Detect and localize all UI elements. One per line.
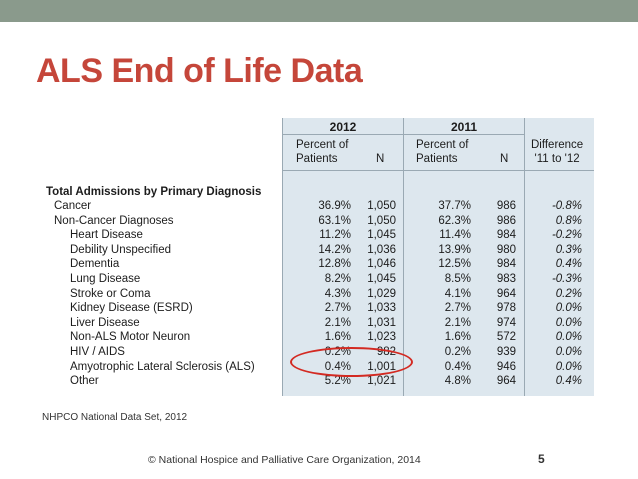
row-cell-p2011: 11.4%	[439, 229, 471, 242]
divider-2011-diff	[524, 118, 525, 396]
row-cell-n2011: 986	[496, 200, 516, 212]
header-n-2012: N	[376, 153, 385, 165]
row-cell-n2011: 986	[496, 214, 516, 227]
footer-copyright: © National Hospice and Palliative Care O…	[148, 454, 421, 466]
row-cell-p2011: 8.5%	[444, 273, 471, 285]
row-cell-n2011: 964	[496, 287, 516, 300]
row-label: Debility Unspecified	[70, 243, 171, 256]
row-cell-n2011: 984	[496, 258, 516, 271]
row-label: Liver Disease	[70, 316, 140, 329]
row-label: HIV / AIDS	[70, 346, 125, 358]
row-cell-diff: 0.0%	[555, 346, 582, 358]
row-cell-p2011: 62.3%	[438, 214, 471, 227]
row-cell-p2012: 63.1%	[318, 214, 351, 227]
row-cell-p2011: 0.4%	[444, 360, 471, 373]
row-cell-p2011: 0.2%	[444, 346, 471, 358]
row-cell-n2012: 1,045	[367, 229, 396, 242]
row-cell-diff: 0.3%	[555, 243, 582, 256]
row-cell-p2012: 11.2%	[319, 229, 351, 242]
row-cell-p2012: 12.8%	[318, 258, 351, 271]
row-cell-diff: 0.4%	[555, 258, 582, 271]
row-cell-n2011: 964	[496, 375, 516, 388]
row-cell-p2011: 12.5%	[438, 258, 471, 271]
slide-title: ALS End of Life Data	[36, 52, 363, 90]
row-cell-p2012: 8.2%	[324, 273, 351, 285]
row-cell-n2012: 1,036	[367, 243, 396, 256]
row-cell-diff: 0.4%	[555, 375, 582, 388]
header-difference: Difference '11 to '12	[531, 139, 584, 165]
divider-2012-2011	[403, 118, 404, 396]
row-cell-n2012: 1,050	[367, 214, 396, 227]
row-cell-p2012: 2.1%	[324, 316, 351, 329]
row-cell-p2012: 1.6%	[324, 331, 351, 344]
data-table: 2012 2011 Percent of Patients N Percent …	[34, 118, 594, 396]
row-cell-n2011: 974	[496, 316, 516, 329]
source-note: NHPCO National Data Set, 2012	[42, 412, 188, 423]
row-cell-n2012: 1,023	[367, 331, 396, 344]
year-2011-header: 2011	[450, 120, 478, 134]
row-cell-diff: 0.0%	[555, 331, 582, 344]
row-cell-n2012: 1,045	[367, 273, 396, 285]
year-underline-2012	[283, 134, 403, 135]
row-cell-p2011: 1.6%	[444, 331, 471, 344]
row-cell-n2012: 1,033	[367, 302, 396, 315]
header-percent-2012: Percent of Patients	[296, 139, 349, 165]
row-label: Lung Disease	[70, 273, 141, 285]
divider-label-2012	[282, 118, 283, 396]
row-cell-p2012: 2.7%	[324, 302, 351, 315]
row-cell-p2011: 2.1%	[444, 316, 471, 329]
row-cell-p2012: 5.2%	[324, 375, 351, 388]
row-cell-n2012: 1,031	[367, 316, 396, 329]
row-cell-p2012: 14.2%	[318, 243, 351, 256]
row-cell-n2011: 983	[496, 273, 516, 285]
row-cell-p2011: 2.7%	[444, 302, 471, 315]
als-highlight-circle	[290, 347, 413, 377]
row-cell-n2012: 1,046	[367, 258, 396, 271]
shade-2011	[404, 118, 524, 396]
year-2012-header: 2012	[329, 120, 357, 134]
row-label: Heart Disease	[70, 229, 143, 242]
row-cell-n2011: 946	[496, 360, 516, 373]
row-cell-diff: -0.2%	[551, 229, 582, 242]
row-cell-n2012: 1,050	[367, 200, 396, 212]
row-cell-n2011: 572	[496, 331, 516, 344]
row-cell-diff: 0.0%	[555, 302, 582, 315]
row-label: Non-ALS Motor Neuron	[70, 331, 191, 344]
year-underline-2011	[404, 134, 524, 135]
row-cell-p2011: 13.9%	[438, 243, 471, 256]
row-cell-n2012: 1,029	[367, 287, 396, 300]
row-cell-p2012: 36.9%	[318, 200, 351, 212]
top-accent-bar	[0, 0, 638, 22]
row-cell-n2011: 939	[496, 346, 516, 358]
row-label: Dementia	[70, 258, 120, 271]
row-label: Stroke or Coma	[70, 287, 151, 300]
section-heading: Total Admissions by Primary Diagnosis	[46, 186, 262, 198]
row-cell-p2011: 4.8%	[444, 375, 471, 388]
header-underline	[283, 170, 594, 171]
header-n-2011: N	[500, 153, 509, 165]
row-cell-p2011: 4.1%	[444, 287, 471, 300]
row-cell-p2011: 37.7%	[438, 200, 471, 212]
row-cell-diff: -0.8%	[551, 200, 582, 212]
row-cell-n2012: 1,021	[367, 375, 396, 388]
row-label: Amyotrophic Lateral Sclerosis (ALS)	[70, 360, 255, 373]
row-cell-diff: 0.8%	[555, 214, 582, 227]
row-cell-diff: 0.2%	[555, 287, 582, 300]
row-cell-n2011: 978	[496, 302, 516, 315]
row-cell-diff: 0.0%	[555, 316, 582, 329]
slide-number: 5	[538, 452, 545, 466]
row-label: Kidney Disease (ESRD)	[70, 302, 193, 315]
row-label: Cancer	[54, 200, 92, 212]
row-label: Other	[70, 375, 99, 388]
row-label: Non-Cancer Diagnoses	[54, 214, 174, 227]
row-cell-p2012: 4.3%	[324, 287, 351, 300]
row-cell-diff: -0.3%	[551, 273, 582, 285]
row-cell-n2011: 984	[496, 229, 516, 242]
header-percent-2011: Percent of Patients	[416, 139, 469, 165]
shade-difference	[525, 118, 594, 396]
row-cell-diff: 0.0%	[555, 360, 582, 373]
row-cell-n2011: 980	[496, 243, 516, 256]
